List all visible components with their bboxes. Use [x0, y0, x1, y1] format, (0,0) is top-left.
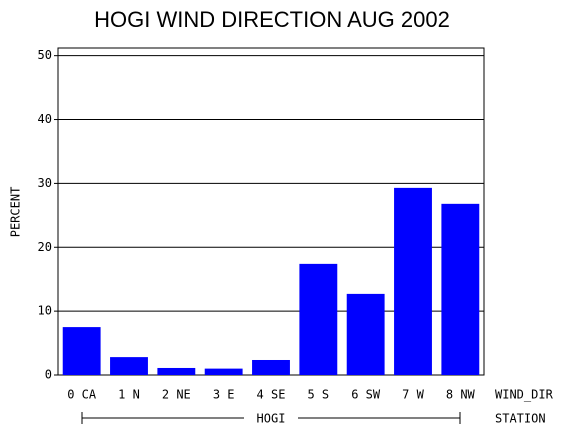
bar	[110, 357, 148, 375]
chart-title: HOGI WIND DIRECTION AUG 2002	[94, 7, 450, 32]
bar	[157, 367, 196, 375]
x-tick-label: 3 E	[213, 388, 235, 402]
bar	[441, 203, 480, 375]
y-tick-label: 0	[45, 368, 52, 382]
y-tick-label: 20	[38, 240, 52, 254]
bar	[299, 263, 338, 375]
group-label: HOGI	[257, 412, 286, 426]
y-tick-label: 10	[38, 304, 52, 318]
group-bracket	[81, 412, 461, 424]
x-tick-label: 7 W	[402, 388, 424, 402]
group-axis-label: STATION	[495, 412, 546, 426]
x-tick-label: 6 SW	[351, 388, 381, 402]
y-tick-label: 40	[38, 112, 52, 126]
y-tick-label: 50	[38, 48, 52, 62]
bar	[62, 327, 101, 375]
x-tick-label: 1 N	[118, 388, 140, 402]
x-tick-label: 2 NE	[162, 388, 191, 402]
x-tick-label: 5 S	[307, 388, 329, 402]
bar	[252, 359, 290, 375]
y-axis-label: PERCENT	[9, 187, 23, 238]
bar	[394, 187, 432, 375]
y-tick-label: 30	[38, 176, 52, 190]
x-axis-label: WIND_DIR	[495, 388, 554, 402]
x-tick-label: 0 CA	[67, 388, 97, 402]
bar	[346, 293, 385, 375]
bar	[204, 368, 243, 375]
x-tick-label: 4 SE	[257, 388, 286, 402]
x-tick-label: 8 NW	[446, 388, 476, 402]
